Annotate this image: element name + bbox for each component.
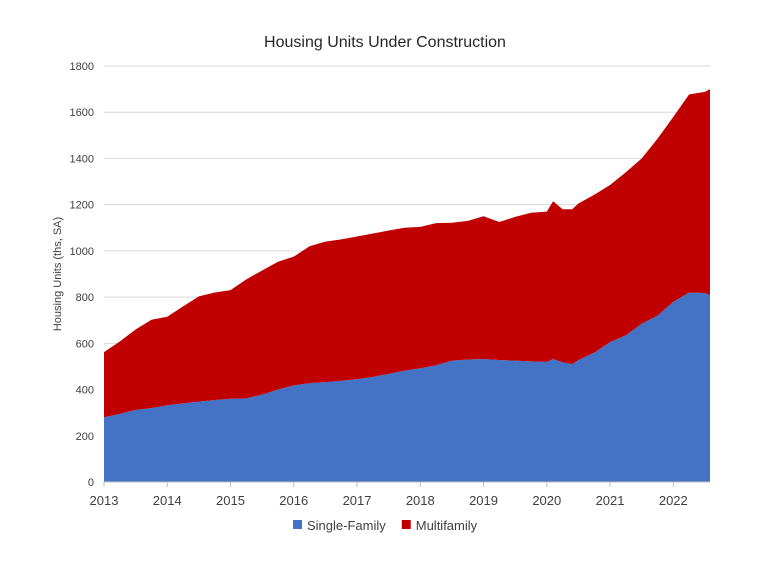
x-tick-label: 2020 [532, 493, 561, 508]
chart-title: Housing Units Under Construction [264, 34, 506, 51]
plot-areas [104, 89, 710, 482]
area-multifamily [104, 89, 710, 418]
y-tick-label: 1000 [70, 246, 94, 258]
x-tick-label: 2014 [153, 493, 182, 508]
y-tick-label: 400 [76, 385, 94, 397]
y-tick-label: 200 [76, 431, 94, 443]
x-tick-label: 2015 [216, 493, 245, 508]
x-tick-label: 2017 [343, 493, 372, 508]
x-tick-label: 2021 [596, 493, 625, 508]
y-tick-label: 800 [76, 292, 94, 304]
y-axis-label: Housing Units (ths, SA) [52, 217, 64, 331]
x-tick-label: 2016 [279, 493, 308, 508]
x-tick-label: 2018 [406, 493, 435, 508]
x-tick-label: 2022 [659, 493, 688, 508]
legend-label: Multifamily [416, 518, 478, 533]
area-single-family [104, 292, 710, 482]
y-tick-label: 1200 [70, 200, 94, 212]
legend: Single-Family Multifamily [293, 518, 478, 533]
legend-label: Single-Family [307, 518, 386, 533]
axes: 0 200 400 600 800 1000 1200 1400 1600 1800 2013 201… [70, 61, 710, 508]
x-tick-label: 2013 [90, 493, 119, 508]
y-tick-label: 1600 [70, 107, 94, 119]
legend-swatch [401, 520, 411, 529]
y-tick-label: 600 [76, 338, 94, 350]
legend-swatch [293, 520, 302, 529]
x-tick-label: 2019 [469, 493, 498, 508]
y-tick-label: 1800 [70, 61, 94, 73]
y-tick-label: 0 [88, 477, 94, 489]
y-tick-label: 1400 [70, 153, 94, 165]
